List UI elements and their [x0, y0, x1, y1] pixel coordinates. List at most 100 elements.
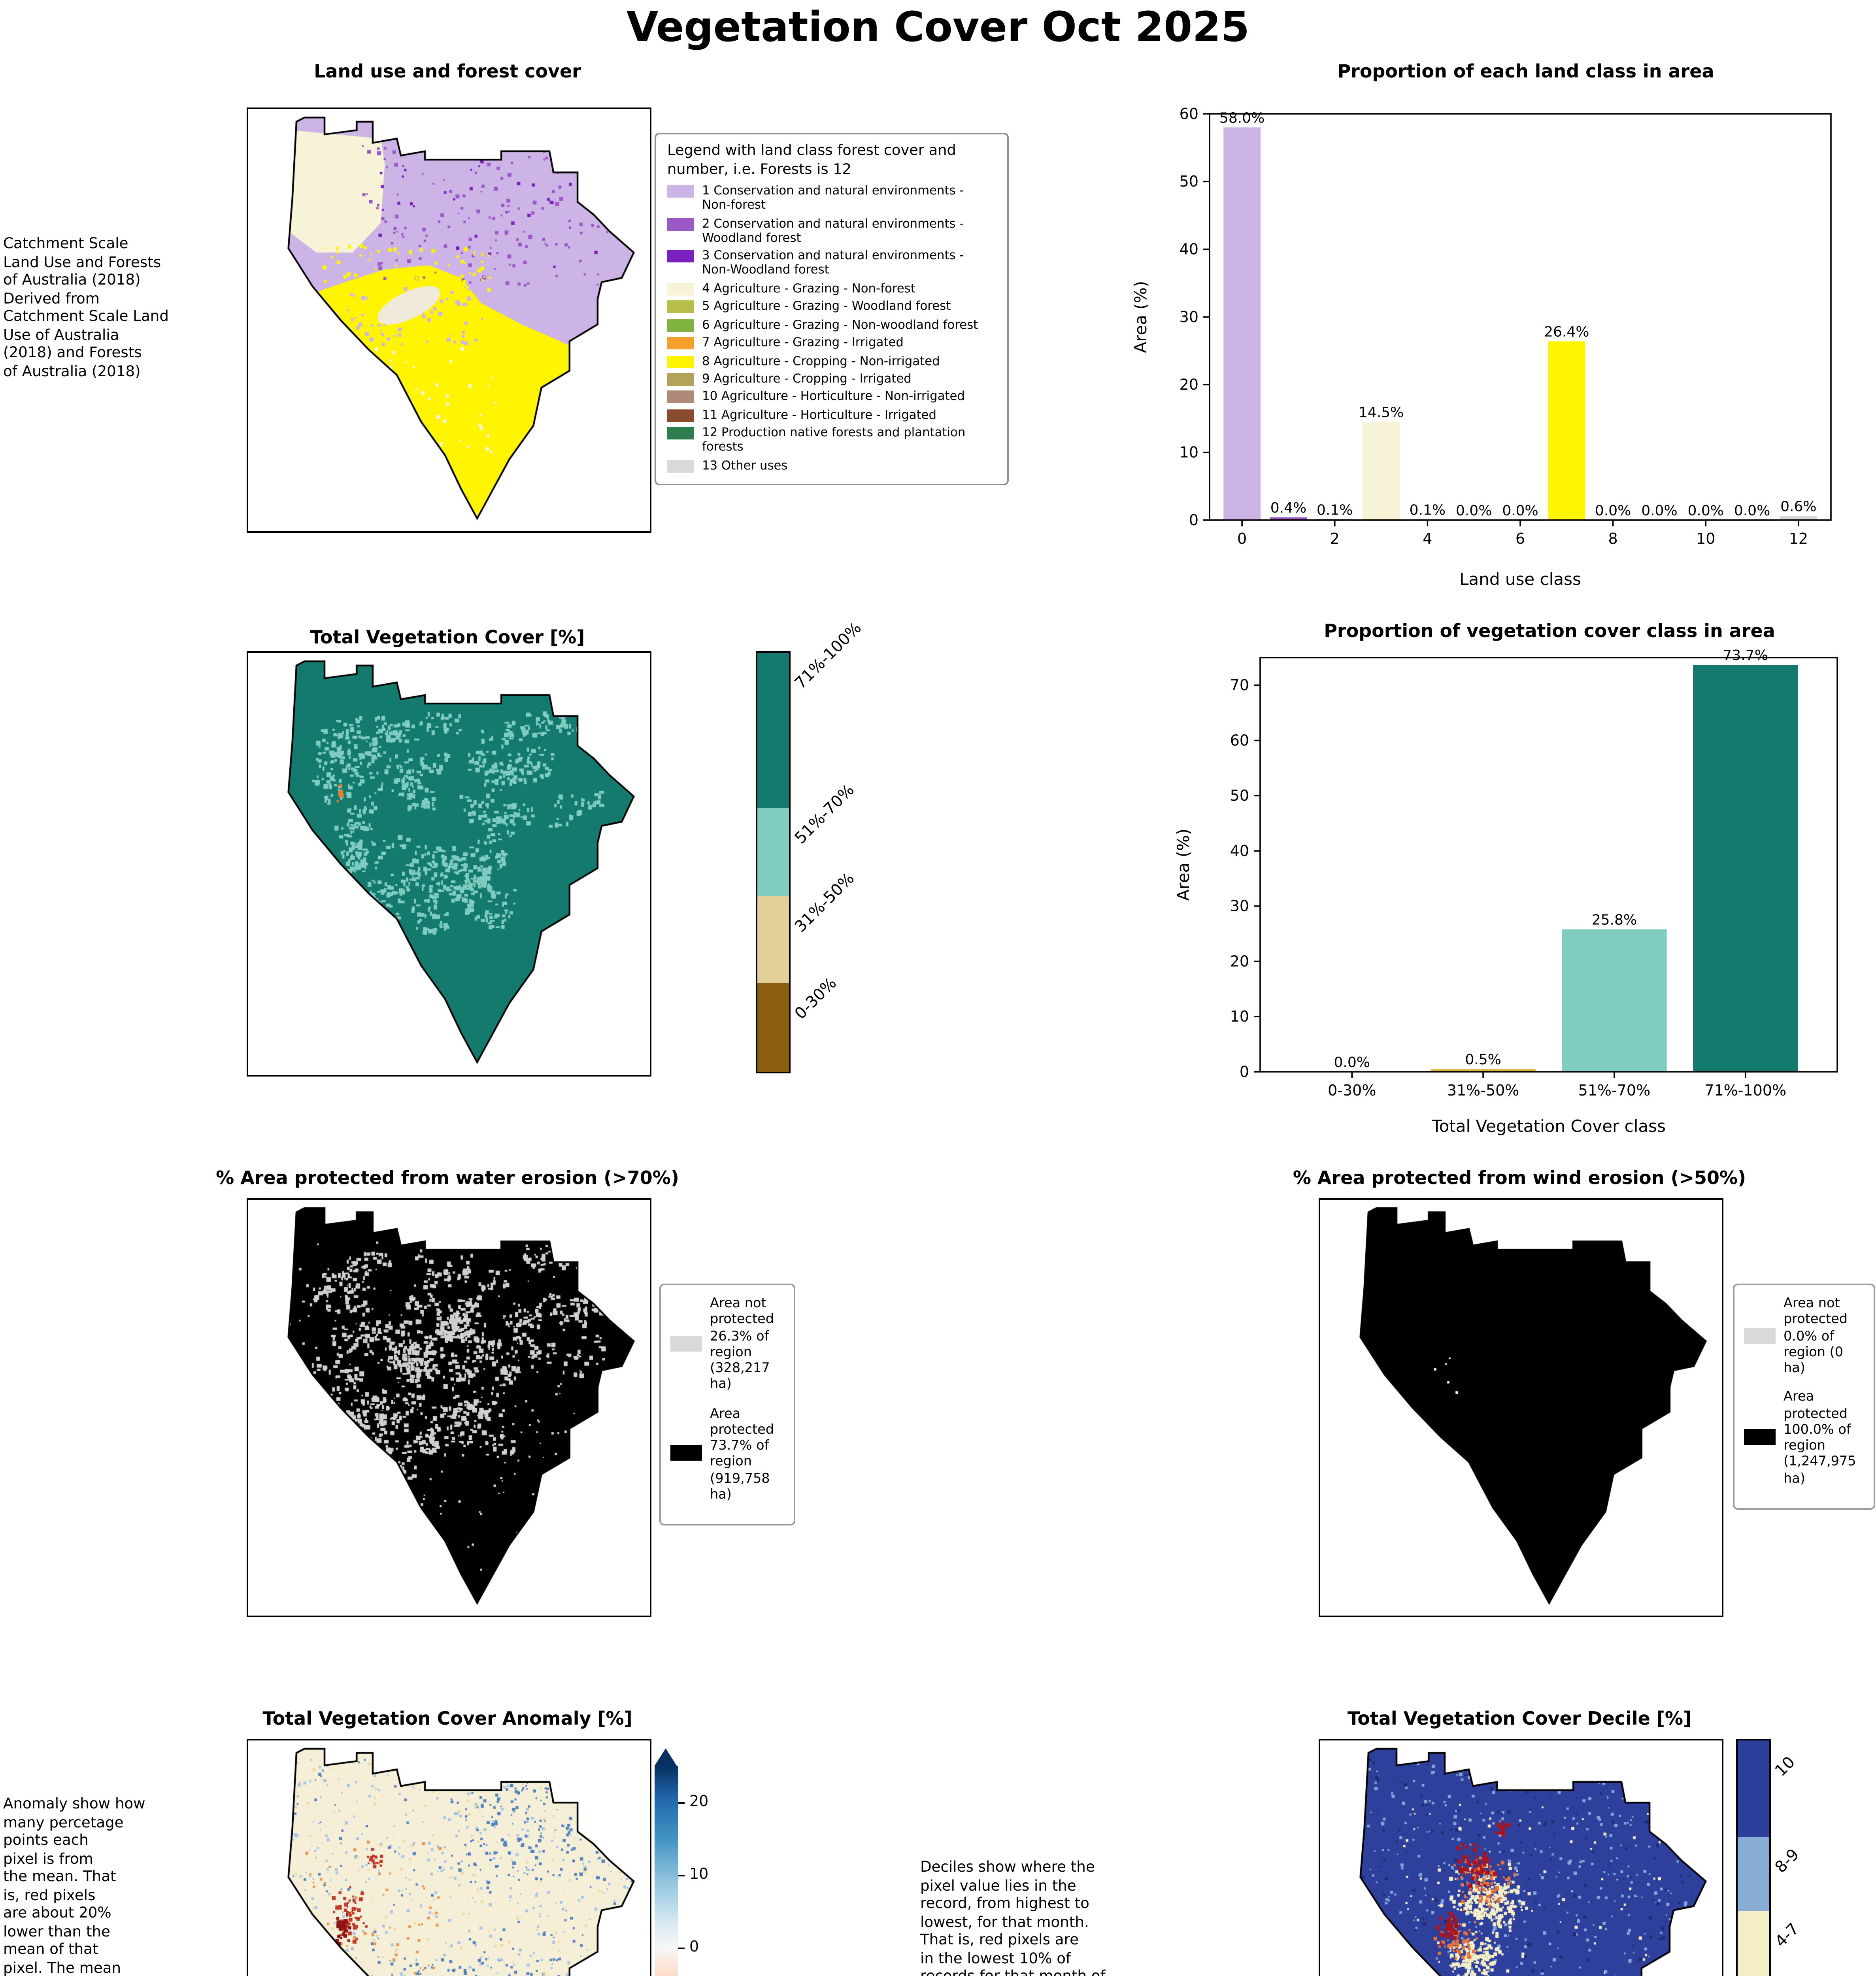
svg-text:51%-70%: 51%-70% [1578, 1082, 1651, 1099]
svg-text:Area (%): Area (%) [1174, 829, 1193, 901]
legend-item: 6 Agriculture - Grazing - Non-woodland f… [667, 317, 996, 332]
legend-label: 5 Agriculture - Grazing - Woodland fores… [702, 299, 951, 313]
vegclass-bar-chart: 0 10 20 30 40 50 60 70 0-30% 31%-50% 51%-70% 71%-10… [1174, 647, 1838, 1136]
vegcover-map-canvas [248, 653, 650, 1075]
colorbar-segment [1738, 1837, 1769, 1911]
svg-text:0.0%: 0.0% [1502, 503, 1538, 519]
legend-label: 12 Production native forests and plantat… [702, 426, 966, 454]
landuse-legend: Legend with land class forest cover and … [655, 133, 1009, 486]
legend-swatch [670, 1335, 702, 1351]
svg-text:0.5%: 0.5% [1465, 1052, 1501, 1068]
legend-swatch [667, 337, 694, 350]
anomaly-note: Anomaly show how many percetage points e… [3, 1796, 145, 1976]
svg-text:Area (%): Area (%) [1131, 281, 1150, 353]
svg-text:2: 2 [1330, 530, 1340, 547]
svg-text:30: 30 [1230, 897, 1249, 915]
legend-item: 4 Agriculture - Grazing - Non-forest [667, 281, 996, 295]
legend-swatch [667, 250, 694, 263]
water-erosion-map [247, 1198, 651, 1617]
legend-label: 11 Agriculture - Horticulture - Irrigate… [702, 407, 937, 422]
colorbar-segment [1738, 1740, 1769, 1838]
legend-item: Area protected 73.7% of region (919,758 … [670, 1405, 784, 1502]
legend-label: 13 Other uses [702, 458, 788, 473]
colorbar-label: 4-7 [1772, 1920, 1803, 1951]
legend-item: 9 Agriculture - Cropping - Irrigated [667, 371, 996, 386]
wind-erosion-map [1319, 1198, 1723, 1617]
legend-label: 1 Conservation and natural environments … [702, 183, 964, 212]
landuse-map-title: Land use and forest cover [314, 60, 581, 82]
svg-text:0.0%: 0.0% [1734, 503, 1770, 519]
svg-text:71%-100%: 71%-100% [1704, 1082, 1786, 1099]
colorbar-label: 8-9 [1772, 1847, 1803, 1878]
legend-label: 3 Conservation and natural environments … [702, 248, 964, 277]
landuse-map-canvas [248, 109, 650, 531]
legend-swatch [667, 409, 694, 422]
legend-item: 7 Agriculture - Grazing - Irrigated [667, 335, 996, 350]
colorbar-label: 31%-50% [792, 870, 859, 936]
decile-map [1319, 1739, 1723, 1976]
vegcover-map-title: Total Vegetation Cover [%] [310, 626, 585, 648]
legend-label: Area protected 73.7% of region (919,758 … [710, 1405, 774, 1501]
svg-text:0.0%: 0.0% [1641, 503, 1677, 519]
decile-map-canvas [1320, 1740, 1722, 1976]
colorbar-label: 10 [1772, 1754, 1799, 1781]
anomaly-map [247, 1739, 651, 1976]
svg-text:14.5%: 14.5% [1359, 405, 1404, 421]
legend-label: Area not protected 26.3% of region (328,… [710, 1295, 774, 1391]
colorbar-label: 51%-70% [792, 782, 859, 848]
legend-label: 2 Conservation and natural environments … [702, 216, 964, 245]
vegcover-colorbar: 71%-100% 51%-70% 31%-50% 0-30% [756, 620, 866, 1073]
legend-item: 10 Agriculture - Horticulture - Non-irri… [667, 390, 996, 404]
svg-text:73.7%: 73.7% [1723, 647, 1768, 664]
svg-text:0.4%: 0.4% [1270, 500, 1306, 516]
svg-text:50: 50 [1180, 173, 1198, 190]
legend-swatch [667, 217, 694, 230]
anomaly-map-canvas [248, 1740, 650, 1976]
colorbar-label: 71%-100% [792, 620, 866, 693]
legend-item: Area not protected 0.0% of region (0 ha) [1744, 1295, 1864, 1376]
wind-erosion-legend: Area not protected 0.0% of region (0 ha)… [1733, 1284, 1875, 1509]
svg-text:6: 6 [1516, 530, 1525, 547]
legend-item: 13 Other uses [667, 458, 996, 473]
decile-map-title: Total Vegetation Cover Decile [%] [1347, 1707, 1691, 1729]
svg-text:10: 10 [1180, 443, 1198, 461]
wind-erosion-title: % Area protected from wind erosion (>50%… [1293, 1167, 1746, 1189]
landuse-source-note: Catchment Scale Land Use and Forests of … [3, 236, 169, 381]
svg-text:40: 40 [1180, 240, 1198, 258]
legend-label: 9 Agriculture - Cropping - Irrigated [702, 371, 912, 386]
anomaly-map-title: Total Vegetation Cover Anomaly [%] [262, 1707, 632, 1729]
colorbar-segment [757, 653, 789, 808]
legend-label: Area protected 100.0% of region (1,247,9… [1784, 1388, 1856, 1485]
svg-text:26.4%: 26.4% [1544, 324, 1589, 340]
landuse-legend-title: Legend with land class forest cover and … [667, 142, 956, 178]
svg-text:0.6%: 0.6% [1780, 499, 1816, 515]
legend-label: 6 Agriculture - Grazing - Non-woodland f… [702, 317, 978, 332]
legend-label: 10 Agriculture - Horticulture - Non-irri… [702, 389, 965, 404]
svg-text:0.0%: 0.0% [1456, 503, 1492, 519]
svg-text:40: 40 [1230, 842, 1249, 860]
colorbar-tick-label: 20 [689, 1793, 709, 1811]
svg-text:12: 12 [1789, 530, 1808, 547]
svg-text:10: 10 [1696, 530, 1715, 547]
legend-swatch [667, 300, 694, 313]
svg-text:0.1%: 0.1% [1410, 502, 1446, 518]
svg-text:30: 30 [1180, 308, 1198, 326]
svg-text:4: 4 [1423, 530, 1432, 547]
svg-text:10: 10 [1230, 1008, 1249, 1025]
colorbar-segment [757, 984, 789, 1072]
legend-swatch [670, 1445, 702, 1461]
svg-text:0.0%: 0.0% [1334, 1054, 1370, 1071]
svg-text:Land use class: Land use class [1459, 569, 1581, 589]
svg-text:8: 8 [1608, 530, 1618, 547]
landuse-map [247, 107, 651, 533]
svg-text:60: 60 [1230, 732, 1249, 749]
water-erosion-map-canvas [248, 1200, 650, 1616]
legend-label: Area not protected 0.0% of region (0 ha) [1784, 1295, 1848, 1375]
wind-erosion-map-canvas [1320, 1200, 1722, 1616]
svg-text:20: 20 [1230, 952, 1249, 970]
svg-text:0.0%: 0.0% [1688, 503, 1724, 519]
svg-text:60: 60 [1180, 105, 1198, 123]
legend-item: 12 Production native forests and plantat… [667, 426, 996, 455]
